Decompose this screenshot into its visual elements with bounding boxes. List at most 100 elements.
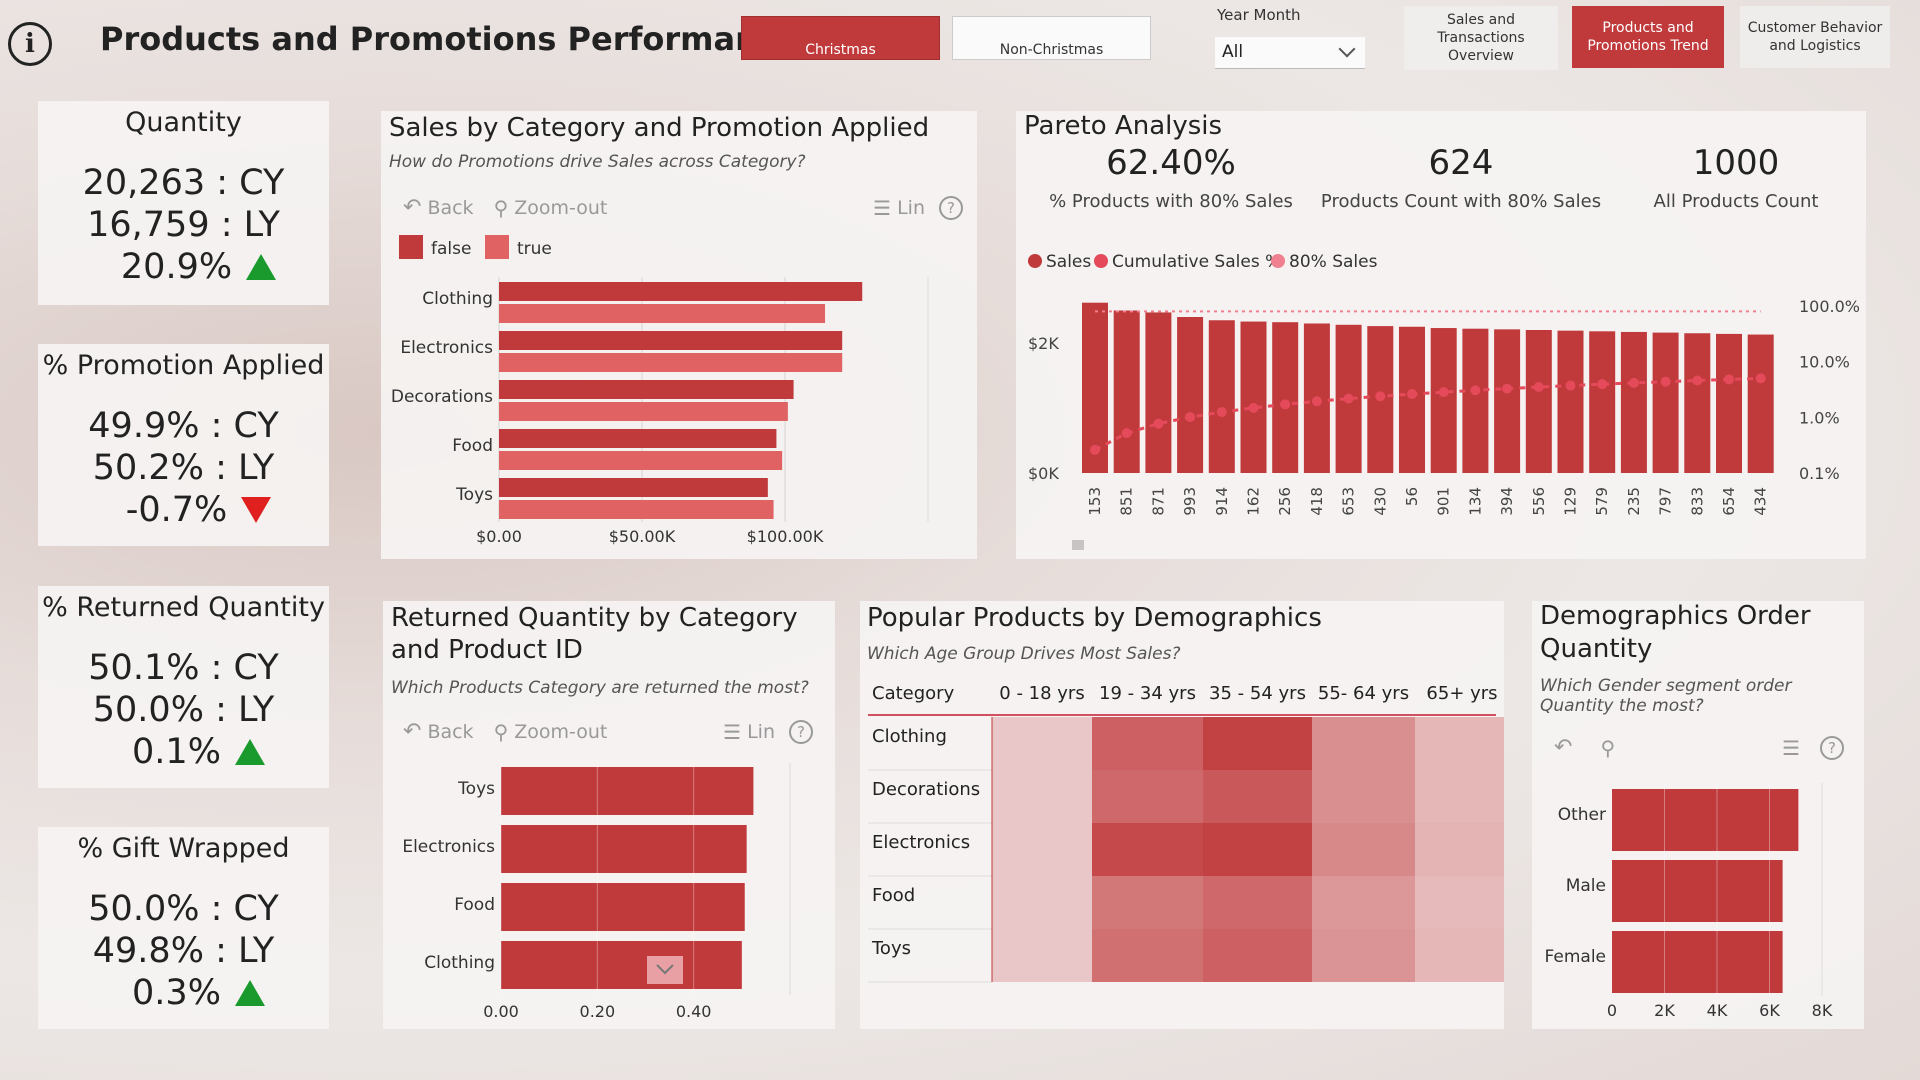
kpi-ly: 16,759 : LY [87,205,280,245]
cumulative-point [1185,412,1196,423]
category-label: Other [1558,805,1606,825]
bar [1684,333,1711,473]
kpi-title: % Returned Quantity [42,592,325,623]
nav-sales-transactions-overview[interactable]: Sales and Transactions Overview [1404,6,1558,70]
heatmap-header-age: 19 - 34 yrs [1099,683,1196,704]
info-icon[interactable]: i [8,22,52,66]
x-tick-label: 851 [1118,487,1136,516]
non-christmas-filter-button[interactable]: Non-Christmas [952,16,1151,60]
category-label: Clothing [424,953,495,973]
cumulative-point [1090,444,1100,455]
heatmap-cell [1203,929,1312,982]
x-tick-label: 162 [1245,487,1263,516]
nav-products-promotions-trend[interactable]: Products and Promotions Trend [1572,6,1724,68]
category-label: Decorations [391,387,493,407]
kpi-cy: 50.0% : CY [88,889,279,929]
zoom-out-label: Zoom-out [514,196,608,219]
panel-title: Demographics Order [1540,601,1811,631]
bar [1747,334,1774,473]
kpi-card-gift-wrapped: % Gift Wrapped 50.0% : CY 49.8% : LY 0.3… [38,827,329,1029]
heatmap-cell [1092,929,1203,982]
zoom-out-button[interactable]: ⚲ Zoom-out [494,196,608,220]
x-tick-label: 914 [1213,487,1231,516]
heatmap-row-label: Toys [871,938,911,959]
back-label: Back [427,720,474,743]
christmas-filter-button[interactable]: Christmas [741,16,940,60]
y2-tick-label: 100.0% [1799,297,1860,316]
demographics-order-panel: Demographics Order Quantity Which Gender… [1532,601,1864,1029]
kpi-cy: 49.9% : CY [88,406,279,446]
pareto-kpi-value: 624 [1428,143,1494,183]
bar [499,429,777,448]
help-button[interactable]: ? [789,719,813,744]
kpi-card-returned-quantity: % Returned Quantity 50.1% : CY 50.0% : L… [38,586,329,788]
panel-title: Pareto Analysis [1024,111,1223,141]
dropdown-toggle [647,956,683,984]
nav-label: Customer Behavior and Logistics [1747,20,1883,54]
bar [1620,331,1647,473]
bar [499,282,863,301]
bar [499,331,843,350]
cumulative-point [1533,382,1544,393]
back-button[interactable]: ↶ [1554,735,1572,760]
sales-by-category-panel: Sales by Category and Promotion Applied … [381,111,977,559]
zoom-out-icon: ⚲ [1600,735,1616,760]
legend-swatch [485,235,509,259]
bar [1557,330,1584,473]
cumulative-point [1438,387,1449,398]
bar [1430,328,1457,473]
x-tick-label: 0.20 [580,1002,616,1021]
sales-by-category-chart: false true Clothing Electronics Decorations F… [391,235,929,546]
legend-label: Sales [1046,252,1091,272]
year-month-dropdown[interactable]: All [1215,37,1365,69]
x-tick-label: 235 [1625,487,1643,516]
heatmap-cell [1415,929,1504,982]
x-tick-label: 654 [1720,487,1738,516]
heatmap-cell [1092,770,1203,823]
x-tick-label: 556 [1530,487,1548,516]
back-button[interactable]: ↶ Back [403,719,474,744]
heatmap-cell [1203,823,1312,876]
bar [499,500,774,519]
heatmap-cell [1415,770,1504,823]
cumulative-point [1248,402,1259,413]
panel-title: Popular Products by Demographics [867,603,1322,633]
help-button[interactable]: ? [1820,735,1844,760]
bar [1716,333,1742,473]
nav-label: Sales and Transactions Overview [1437,12,1525,64]
lin-scale-button[interactable]: ☰ Lin [723,720,775,744]
y-tick-label: $0K [1028,464,1059,483]
heatmap-cell [992,770,1092,823]
heatmap-cell [1312,876,1415,929]
heatmap-cell [1312,717,1415,770]
arrow-up-icon [234,980,265,1006]
list-button[interactable]: ☰ [1782,736,1800,760]
gender-order-chart: Other Male Female 0 2K 4K 6K 8K [1545,783,1833,1020]
bar [499,304,826,323]
legend-label: Cumulative Sales % [1112,252,1281,272]
x-tick-label: 256 [1276,487,1294,516]
nav-customer-behavior-logistics[interactable]: Customer Behavior and Logistics [1740,6,1890,68]
category-label: Toys [457,779,495,799]
cumulative-line [1094,376,1761,452]
x-tick-label: 134 [1466,487,1484,516]
help-button[interactable]: ? [939,195,963,220]
bar [1525,330,1552,473]
cumulative-point [1628,377,1639,388]
back-button[interactable]: ↶ Back [403,195,474,220]
zoom-out-button[interactable]: ⚲ Zoom-out [494,720,608,744]
x-tick-label: 129 [1562,487,1580,516]
cumulative-point [1121,428,1132,439]
bar [501,767,754,815]
heatmap-cell [1092,717,1203,770]
back-arrow-icon: ↶ [1554,735,1573,760]
bar [1145,312,1172,473]
legend-dot [1271,254,1285,268]
heatmap-cell [1415,823,1504,876]
x-tick-label: 833 [1688,487,1706,516]
kpi-ly: 49.8% : LY [92,931,275,971]
zoom-out-button[interactable]: ⚲ [1600,736,1615,760]
panel-title: Quantity [1540,634,1653,664]
lin-scale-button[interactable]: ☰ Lin [873,196,925,220]
panel-subtitle: Which Products Category are returned the… [391,678,809,698]
